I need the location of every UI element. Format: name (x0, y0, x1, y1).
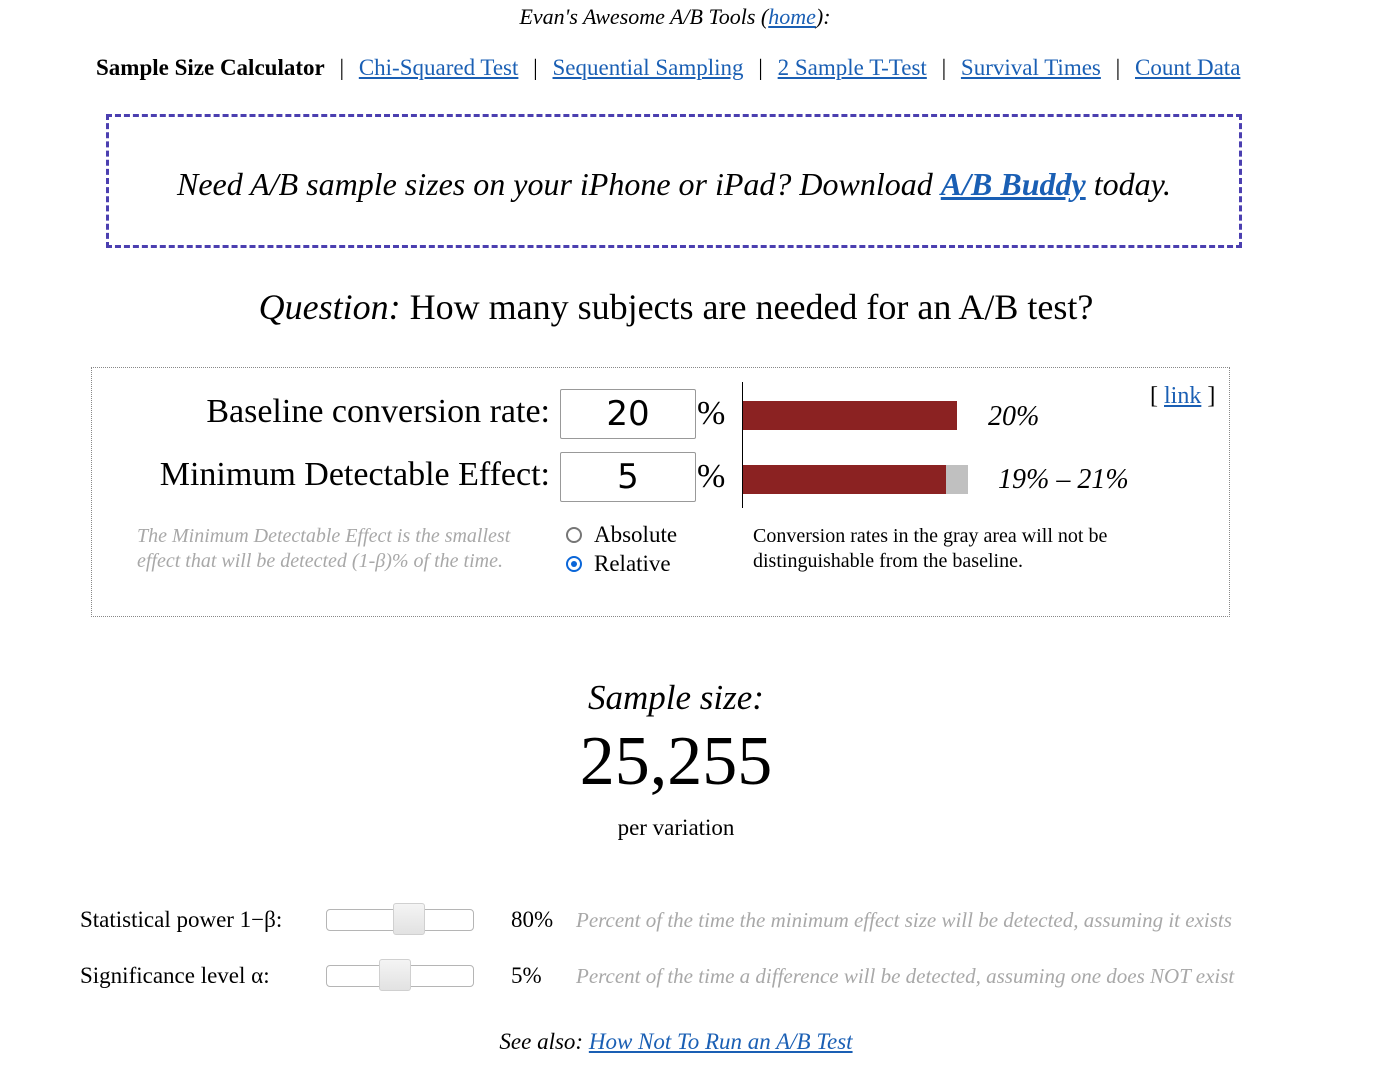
mde-low-bar (743, 465, 946, 494)
significance-slider-thumb[interactable] (379, 959, 411, 991)
power-value: 80% (511, 907, 554, 932)
radio-relative[interactable]: Relative (566, 551, 671, 577)
see-also-prefix: See also: (499, 1029, 589, 1054)
power-slider-thumb[interactable] (393, 903, 425, 935)
power-description: Percent of the time the minimum effect s… (576, 908, 1232, 932)
site-title: Evan's Awesome A/B Tools (home): (0, 4, 1350, 30)
nav-link-sequential-sampling[interactable]: Sequential Sampling (552, 55, 744, 80)
permalink-link[interactable]: link (1164, 383, 1202, 409)
see-also: See also: How Not To Run an A/B Test (0, 1029, 1352, 1055)
sample-size-per-variation: per variation (617, 815, 735, 840)
site-title-suffix: ): (815, 4, 831, 29)
nav-link-2-sample-t-test[interactable]: 2 Sample T-Test (777, 55, 927, 80)
permalink-bracket-open: [ (1150, 383, 1164, 409)
baseline-label: Baseline conversion rate: (206, 393, 550, 430)
power-label: Statistical power 1−β: (80, 907, 283, 932)
significance-value: 5% (511, 963, 542, 988)
nav-separator: | (339, 55, 345, 80)
mde-input[interactable]: 5 (560, 452, 696, 502)
sample-size-label: Sample size: (588, 678, 764, 717)
sample-size-value: 25,255 (579, 723, 773, 800)
baseline-bar (743, 401, 957, 430)
nav-link-chi-squared-test[interactable]: Chi-Squared Test (358, 55, 519, 80)
ab-buddy-link[interactable]: A/B Buddy (940, 166, 1086, 202)
bar-axis (742, 382, 743, 508)
mde-gray-range (946, 465, 968, 494)
nav-current-sample-size-calculator: Sample Size Calculator (96, 55, 325, 80)
home-link[interactable]: home (768, 4, 816, 29)
significance-description: Percent of the time a difference will be… (576, 964, 1235, 988)
page-question: Question: How many subjects are needed f… (0, 286, 1352, 328)
site-title-prefix: Evan's Awesome A/B Tools ( (519, 4, 769, 29)
radio-absolute-label[interactable]: Absolute (594, 522, 678, 547)
mde-percent-sign: % (697, 458, 726, 495)
baseline-bar-label: 20% (988, 401, 1040, 432)
permalink-bracket-close: ] (1201, 383, 1216, 409)
nav-separator: | (533, 55, 538, 80)
nav-link-count-data[interactable]: Count Data (1135, 55, 1241, 80)
promo-banner: Need A/B sample sizes on your iPhone or … (106, 114, 1242, 248)
significance-label: Significance level α: (80, 963, 270, 988)
permalink: [ link ] (1150, 383, 1215, 410)
radio-absolute-circle[interactable] (566, 527, 582, 543)
question-text: How many subjects are needed for an A/B … (400, 287, 1094, 327)
radio-relative-label[interactable]: Relative (594, 551, 671, 576)
baseline-percent-sign: % (697, 395, 726, 432)
radio-absolute[interactable]: Absolute (566, 522, 677, 548)
nav-separator: | (941, 55, 947, 80)
radio-relative-circle[interactable] (566, 556, 582, 572)
nav-separator: | (758, 55, 763, 80)
gray-area-note: Conversion rates in the gray area will n… (753, 525, 1108, 572)
mde-note: The Minimum Detectable Effect is the sma… (137, 525, 511, 572)
how-not-to-run-ab-test-link[interactable]: How Not To Run an A/B Test (588, 1029, 853, 1054)
mde-label: Minimum Detectable Effect: (159, 456, 550, 493)
promo-text: Need A/B sample sizes on your iPhone or … (176, 166, 941, 202)
question-label: Question: (258, 287, 401, 327)
promo-text-end: today. (1085, 166, 1172, 202)
nav-separator: | (1115, 55, 1121, 80)
tool-nav: Sample Size Calculator | Chi-Squared Tes… (96, 55, 1240, 81)
nav-link-survival-times[interactable]: Survival Times (960, 55, 1101, 80)
input-panel (91, 367, 1230, 617)
baseline-input[interactable]: 20 (560, 389, 696, 439)
mde-bar-label: 19% – 21% (998, 464, 1129, 495)
